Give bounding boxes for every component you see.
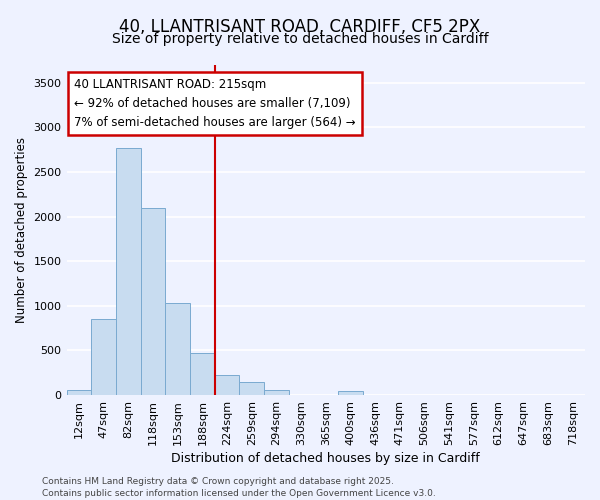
- Bar: [239, 382, 264, 395]
- Text: 40 LLANTRISANT ROAD: 215sqm
← 92% of detached houses are smaller (7,109)
7% of s: 40 LLANTRISANT ROAD: 215sqm ← 92% of det…: [74, 78, 356, 129]
- Bar: [338, 390, 363, 395]
- Bar: [215, 376, 239, 395]
- Text: Contains HM Land Registry data © Crown copyright and database right 2025.
Contai: Contains HM Land Registry data © Crown c…: [42, 476, 436, 498]
- Text: 40, LLANTRISANT ROAD, CARDIFF, CF5 2PX: 40, LLANTRISANT ROAD, CARDIFF, CF5 2PX: [119, 18, 481, 36]
- Text: Size of property relative to detached houses in Cardiff: Size of property relative to detached ho…: [112, 32, 488, 46]
- Y-axis label: Number of detached properties: Number of detached properties: [15, 137, 28, 323]
- Bar: [165, 303, 190, 395]
- Bar: [91, 319, 116, 395]
- Bar: [264, 390, 289, 395]
- Bar: [190, 353, 215, 395]
- Bar: [140, 208, 165, 395]
- X-axis label: Distribution of detached houses by size in Cardiff: Distribution of detached houses by size …: [172, 452, 480, 465]
- Bar: [116, 148, 140, 395]
- Bar: [67, 390, 91, 395]
